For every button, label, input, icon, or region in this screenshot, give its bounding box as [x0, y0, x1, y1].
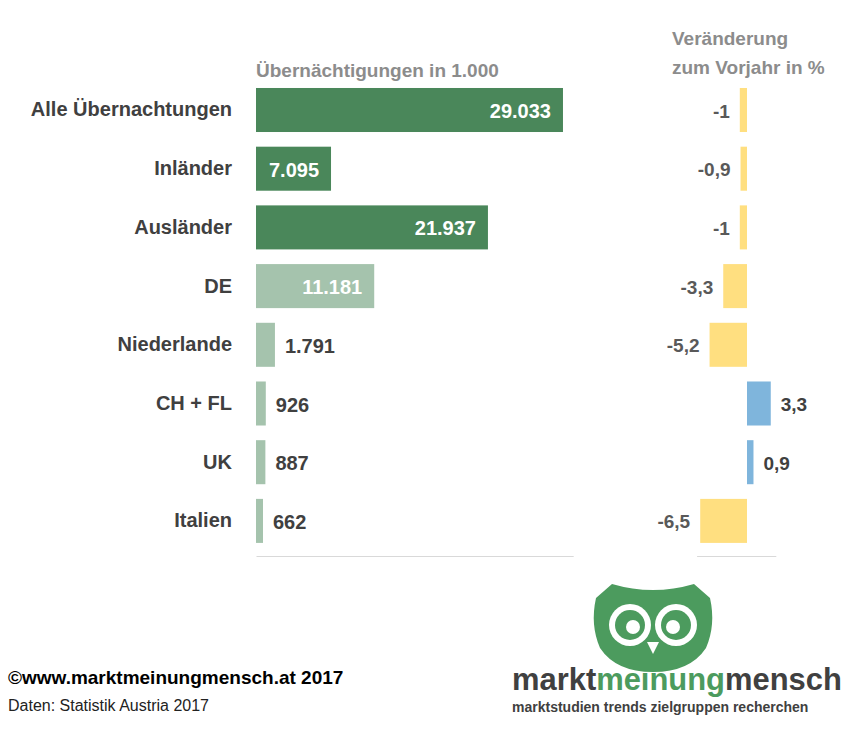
- y-tick: UK: [203, 451, 244, 473]
- bar: [256, 381, 266, 425]
- data-label: 926: [276, 394, 309, 416]
- logo-word: meinung: [596, 662, 725, 697]
- bar: [700, 499, 747, 543]
- chart-canvas: Übernächtigungen in 1.000 Alle Übernachtu…: [0, 0, 846, 729]
- bar: [710, 323, 747, 367]
- panel-1: Veränderungzum Vorjahr in %-1-0,9-1-3,3-…: [657, 28, 824, 557]
- y-tick: Niederlande: [118, 333, 244, 355]
- data-label: -1: [713, 101, 730, 122]
- category-label: Alle Übernachtungen: [31, 98, 232, 120]
- logo-word: mensch: [725, 662, 842, 697]
- category-label: Italien: [174, 509, 232, 531]
- bars: [700, 88, 771, 543]
- bar: [256, 205, 488, 249]
- data-label: 1.791: [285, 335, 335, 357]
- owl-eye-ring: [655, 604, 697, 646]
- bar: [747, 440, 753, 484]
- x-axis-line: [257, 556, 574, 557]
- x-axis: [697, 556, 776, 557]
- category-label: Ausländer: [134, 216, 232, 238]
- y-axis: Alle Übernachtungen Inländer Ausländer DE Ni…: [31, 98, 244, 531]
- bar: [256, 440, 265, 484]
- bar: [256, 499, 263, 543]
- bar: [256, 147, 331, 191]
- copyright: ©www.marktmeinungmensch.at 2017: [8, 667, 343, 688]
- y-tick: Ausländer: [134, 216, 244, 238]
- data-label: 11.181: [302, 276, 362, 298]
- y-tick: Inländer: [154, 157, 244, 179]
- bars: [256, 88, 563, 543]
- category-label: CH + FL: [156, 392, 232, 414]
- owl-head: [594, 584, 713, 672]
- data-label: -5,2: [667, 335, 700, 356]
- owl-pupil: [666, 620, 680, 634]
- bar: [723, 264, 747, 308]
- data-label: 29.033: [490, 100, 551, 122]
- owl-pupil: [626, 620, 640, 634]
- category-label: Inländer: [154, 157, 232, 179]
- bar: [741, 147, 747, 191]
- data-labels: -1 -0,9 -1 -3,3 -5,2 3,3 0,9 -6,5: [657, 101, 807, 533]
- bar: [740, 205, 747, 249]
- owl-eye-inner: [615, 610, 645, 640]
- data-label: -0,9: [698, 159, 731, 180]
- data-label: 3,3: [781, 394, 807, 415]
- data-label: -1: [713, 218, 730, 239]
- category-label: UK: [203, 451, 232, 473]
- x-axis: [257, 556, 574, 557]
- y-tick: Italien: [174, 509, 244, 531]
- chart-title: Veränderungzum Vorjahr in %: [672, 28, 825, 78]
- logo-tagline: marktstudien trends zielgruppen recherch…: [512, 699, 808, 715]
- data-label: 662: [273, 511, 306, 533]
- bar: [740, 88, 747, 132]
- logo-words: marktmeinungmensch: [512, 662, 842, 697]
- chart-title: Übernächtigungen in 1.000: [256, 60, 499, 81]
- panel-0: Übernächtigungen in 1.000 Alle Übernachtu…: [31, 60, 574, 557]
- data-label: -6,5: [657, 511, 690, 532]
- data-label: 0,9: [763, 453, 789, 474]
- data-label: 887: [275, 452, 308, 474]
- category-label: DE: [204, 275, 232, 297]
- y-tick: Alle Übernachtungen: [31, 98, 244, 120]
- source: Daten: Statistik Austria 2017: [8, 697, 209, 714]
- owl-beak: [647, 642, 659, 654]
- data-labels: 29.033 7.095 21.937 11.181 1.791 926 887 662: [269, 100, 551, 533]
- owl-eye-inner: [661, 610, 691, 640]
- owl-eye-ring: [609, 604, 651, 646]
- bar: [747, 381, 771, 425]
- logo-owl: [594, 584, 713, 672]
- bar: [256, 88, 563, 132]
- y-tick: CH + FL: [156, 392, 244, 414]
- bar: [256, 323, 275, 367]
- data-label: 7.095: [269, 159, 319, 181]
- y-tick: DE: [204, 275, 244, 297]
- category-label: Niederlande: [118, 333, 232, 355]
- bar: [256, 264, 374, 308]
- data-label: 21.937: [415, 217, 476, 239]
- data-label: -3,3: [680, 277, 713, 298]
- logo-word: markt: [512, 662, 596, 697]
- x-axis-line: [697, 556, 776, 557]
